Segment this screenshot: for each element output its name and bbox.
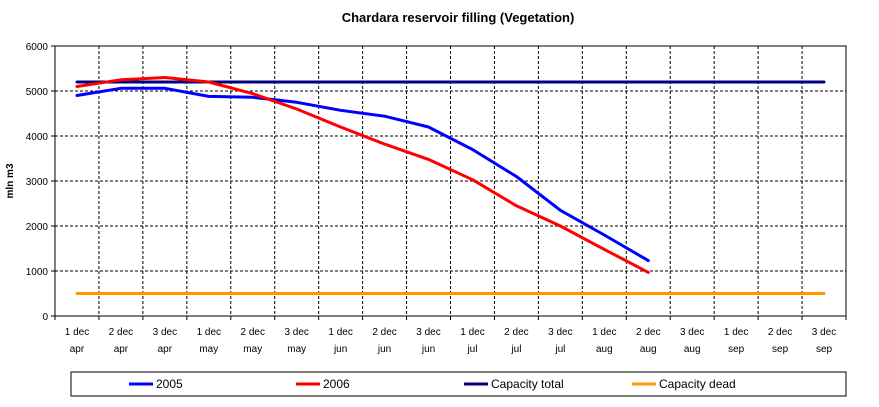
x-tick-label-month: may (243, 344, 262, 355)
x-tick-label-decade: 3 dec (548, 327, 572, 338)
x-tick-label-month: jul (466, 344, 477, 355)
legend-box (70, 371, 847, 397)
x-tick-label-month: jun (333, 344, 347, 355)
y-tick-label: 5000 (26, 87, 49, 98)
legend-label: Capacity dead (659, 377, 736, 391)
x-tick-label-month: apr (70, 344, 85, 355)
y-tick-label: 2000 (26, 222, 49, 233)
x-tick-label-decade: 3 dec (153, 327, 177, 338)
y-tick-label: 6000 (26, 42, 49, 53)
x-tick-label-month: jun (421, 344, 435, 355)
x-tick-label-decade: 1 dec (65, 327, 89, 338)
x-tick-label-month: jul (510, 344, 521, 355)
x-tick-label-month: aug (596, 344, 613, 355)
y-tick-label: 3000 (26, 177, 49, 188)
x-tick-label-decade: 1 dec (592, 327, 616, 338)
x-tick-label-month: sep (816, 344, 833, 355)
x-tick-label-month: jul (554, 344, 565, 355)
y-tick-label: 0 (42, 312, 48, 323)
series-line-2006 (75, 76, 650, 274)
x-tick-label-decade: 1 dec (460, 327, 484, 338)
legend-label: Capacity total (491, 377, 564, 391)
legend-label: 2005 (156, 377, 183, 391)
x-tick-label-decade: 1 dec (328, 327, 352, 338)
x-tick-label-month: aug (640, 344, 657, 355)
y-tick-label: 1000 (26, 267, 49, 278)
y-tick-label: 4000 (26, 132, 49, 143)
x-tick-label-decade: 3 dec (812, 327, 836, 338)
x-tick-label-month: may (199, 344, 218, 355)
x-tick-label-decade: 2 dec (768, 327, 792, 338)
x-tick-label-month: may (287, 344, 306, 355)
x-tick-label-decade: 2 dec (636, 327, 660, 338)
x-tick-label-decade: 3 dec (680, 327, 704, 338)
x-tick-label-month: apr (158, 344, 173, 355)
x-tick-label-month: jun (377, 344, 391, 355)
x-tick-label-decade: 3 dec (284, 327, 308, 338)
x-tick-label-decade: 2 dec (109, 327, 133, 338)
x-tick-label-month: apr (114, 344, 129, 355)
y-axis-label: mln m3 (5, 163, 16, 198)
x-tick-label-decade: 1 dec (197, 327, 221, 338)
x-tick-label-decade: 1 dec (724, 327, 748, 338)
x-tick-label-month: aug (684, 344, 701, 355)
x-tick-label-decade: 3 dec (416, 327, 440, 338)
series-line-2005 (75, 86, 650, 263)
legend-label: 2006 (323, 377, 350, 391)
x-tick-label-decade: 2 dec (372, 327, 396, 338)
x-tick-label-decade: 2 dec (241, 327, 265, 338)
legend: 2005 2006 Capacity total Capacity dead (70, 371, 847, 397)
x-tick-label-month: sep (772, 344, 789, 355)
x-tick-label-month: sep (728, 344, 745, 355)
chart-title: Chardara reservoir filling (Vegetation) (342, 10, 575, 25)
x-tick-label-decade: 2 dec (504, 327, 528, 338)
